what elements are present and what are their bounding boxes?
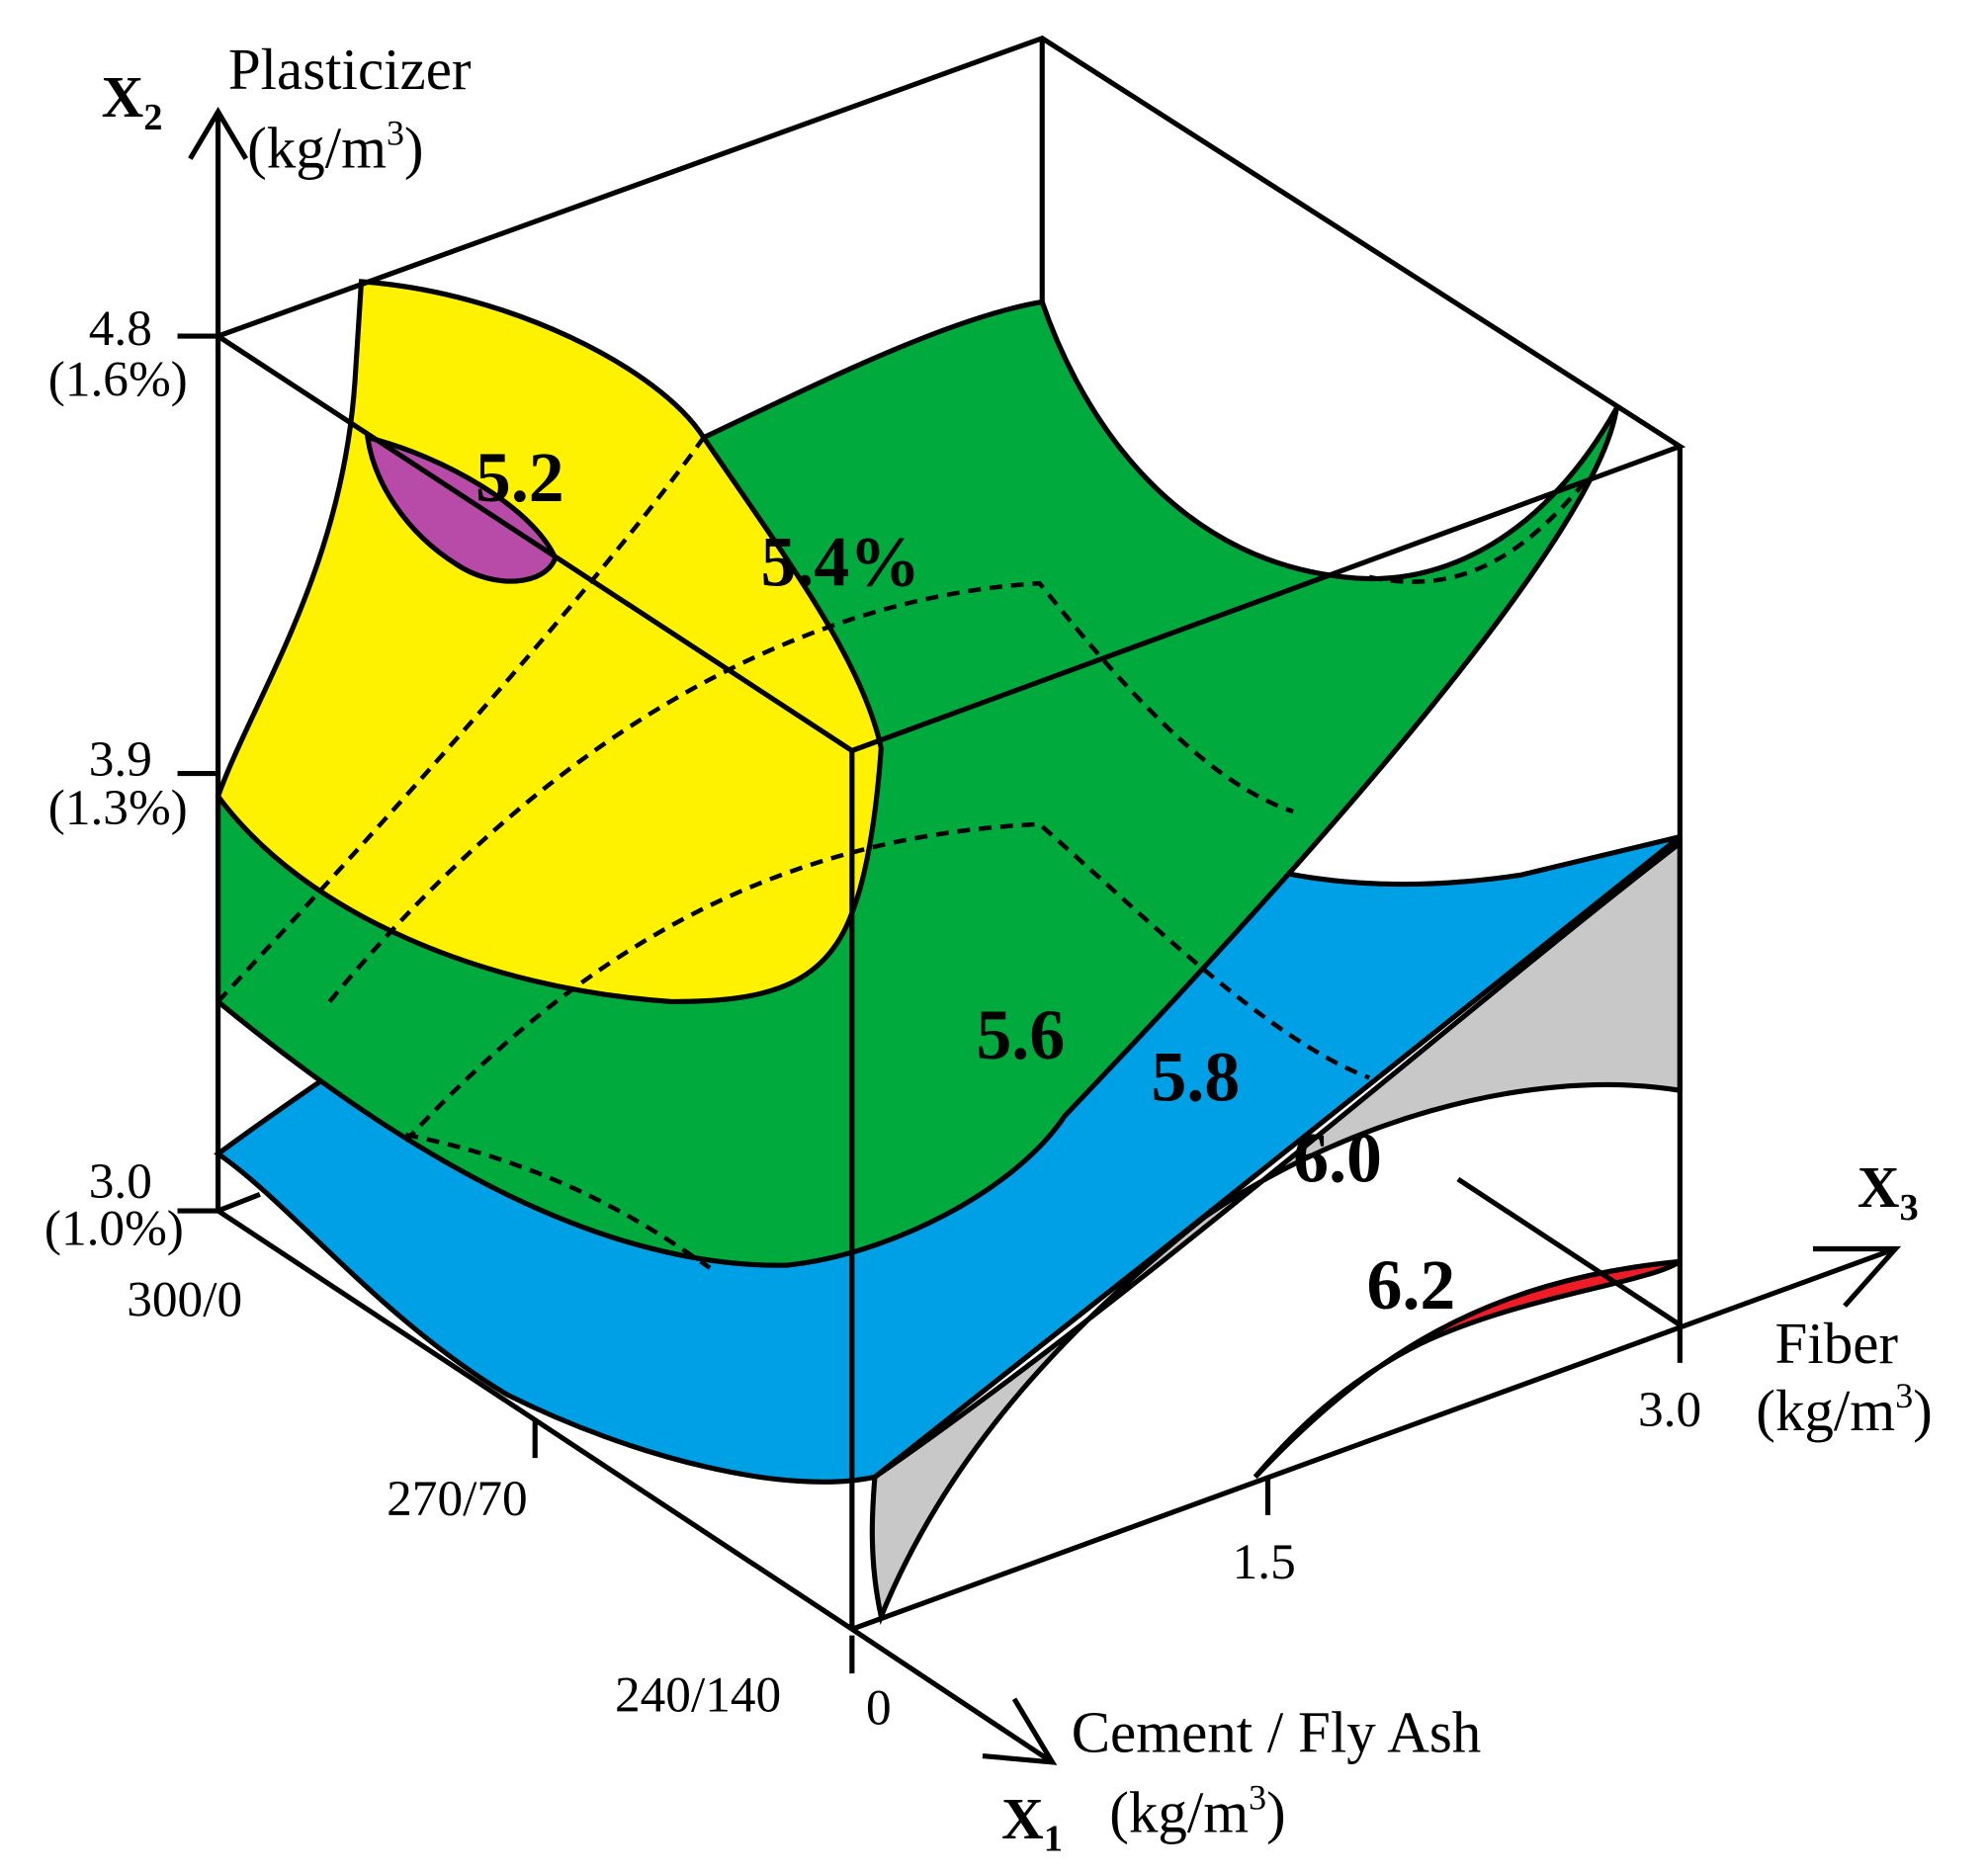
axis-unit: (kg/m3) bbox=[247, 113, 424, 180]
axis-unit: (kg/m3) bbox=[1109, 1777, 1286, 1844]
surfaces bbox=[214, 279, 1683, 1626]
axis-name: Plasticizer bbox=[228, 37, 472, 102]
contour-label: 5.4% bbox=[761, 523, 921, 602]
labels: X2 Plasticizer (kg/m3) 4.8 (1.6%) 3.9 (1… bbox=[44, 37, 1933, 1860]
symbol: X bbox=[1858, 1154, 1900, 1220]
symbol: X bbox=[102, 64, 144, 129]
box bbox=[177, 35, 1902, 1765]
unit-end: ) bbox=[1913, 1378, 1933, 1443]
sup: 3 bbox=[387, 113, 404, 152]
tick: 300/0 bbox=[127, 1271, 242, 1327]
unit: (kg/m bbox=[1756, 1378, 1895, 1443]
unit: (kg/m bbox=[247, 116, 387, 181]
subscript: 2 bbox=[143, 97, 162, 138]
subscript: 3 bbox=[1900, 1187, 1919, 1229]
axis-unit: (kg/m3) bbox=[1756, 1376, 1933, 1443]
contour-label: 6.0 bbox=[1293, 1119, 1382, 1198]
unit: (kg/m bbox=[1109, 1779, 1249, 1844]
unit-end: ) bbox=[404, 116, 424, 181]
axis-symbol: X1 bbox=[1001, 1786, 1063, 1860]
tick: (1.0%) bbox=[44, 1201, 184, 1257]
axis-symbol: X3 bbox=[1858, 1154, 1919, 1229]
contour-label: 5.8 bbox=[1152, 1037, 1241, 1116]
sup: 3 bbox=[1895, 1376, 1913, 1415]
contour-label: 6.2 bbox=[1367, 1245, 1456, 1324]
tick: 3.0 bbox=[89, 1153, 152, 1210]
tick: 240/140 bbox=[615, 1667, 781, 1724]
axis-symbol: X2 bbox=[102, 64, 163, 138]
tick: 1.5 bbox=[1233, 1534, 1296, 1590]
unit-end: ) bbox=[1266, 1779, 1286, 1844]
tick: (1.3%) bbox=[48, 780, 188, 836]
tick: 0 bbox=[866, 1679, 892, 1736]
contour-label: 5.2 bbox=[475, 438, 564, 517]
sup: 3 bbox=[1249, 1777, 1266, 1817]
subscript: 1 bbox=[1044, 1819, 1063, 1860]
tick: 3.9 bbox=[89, 731, 152, 788]
tick: 3.0 bbox=[1638, 1382, 1701, 1438]
axis-name: Fiber bbox=[1775, 1311, 1899, 1376]
contour-label: 5.6 bbox=[977, 995, 1066, 1074]
axis-name: Cement / Fly Ash bbox=[1072, 1700, 1482, 1765]
symbol: X bbox=[1001, 1786, 1044, 1851]
tick: 270/70 bbox=[387, 1471, 528, 1527]
tick: 4.8 bbox=[89, 300, 152, 357]
tick: (1.6%) bbox=[48, 351, 188, 407]
